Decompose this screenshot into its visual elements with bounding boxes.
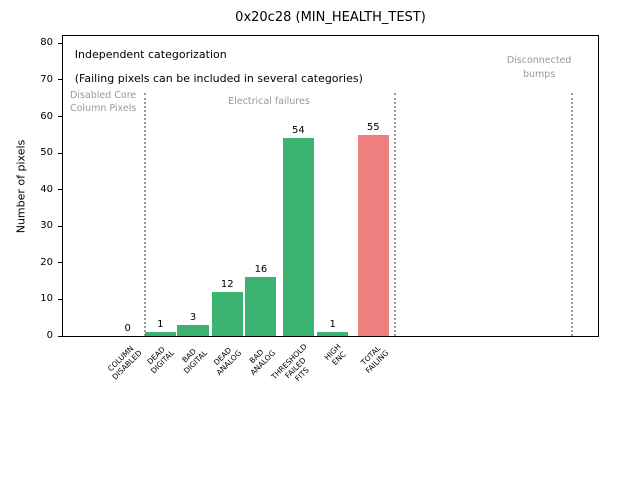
y-tick-label: 50 — [40, 147, 53, 159]
y-tick-label: 80 — [40, 37, 53, 49]
x-axis-labels: COLUMN DISABLED DEAD DIGITAL BAD DIGITAL DE… — [62, 340, 599, 410]
section-divider-line — [571, 93, 574, 336]
bar — [177, 325, 209, 336]
annotation: Disconnected bumps — [506, 55, 572, 80]
x-tick-label: TOTAL FAILING — [358, 343, 391, 376]
annotation: Disabled Core Column Pixels — [69, 89, 137, 115]
chart-title: 0x20c28 (MIN_HEALTH_TEST) — [235, 10, 426, 25]
bar-value-label: 16 — [254, 264, 268, 276]
y-tick-mark — [58, 79, 62, 81]
section-divider-line — [394, 93, 397, 336]
y-tick-label: 60 — [40, 110, 53, 122]
y-tick-mark — [58, 152, 62, 154]
bar — [211, 292, 243, 336]
bar — [317, 332, 349, 336]
y-tick-label: 0 — [46, 330, 53, 341]
bar-value-label: 0 — [124, 323, 131, 334]
y-tick-mark — [58, 335, 62, 337]
bar-value-label: 55 — [366, 121, 380, 133]
bar — [357, 134, 389, 336]
bar — [245, 277, 277, 336]
bar-value-label: 3 — [189, 312, 197, 324]
bar — [144, 332, 176, 336]
y-tick-label: 10 — [40, 293, 53, 305]
section-divider-line — [143, 93, 146, 336]
x-tick-label: BAD DIGITAL — [180, 346, 210, 376]
y-tick-mark — [58, 42, 62, 44]
x-tick-label: DEAD DIGITAL — [145, 344, 177, 376]
bar-value-label: 1 — [157, 319, 164, 331]
bar-value-label: 12 — [220, 279, 234, 291]
y-tick-label: 20 — [40, 256, 53, 268]
annotation: Electrical failures — [228, 95, 310, 107]
annotation: Independent categorization — [74, 47, 227, 61]
x-tick-label: HIGH ENC — [322, 342, 349, 368]
y-tick-mark — [58, 225, 62, 227]
x-tick-label: COLUMN DISABLED — [106, 343, 144, 382]
bar-value-label: 1 — [329, 319, 336, 331]
x-tick-label: DEAD ANALOG — [212, 345, 244, 378]
y-tick-label: 30 — [40, 220, 53, 232]
annotation: (Failing pixels can be included in sever… — [74, 71, 363, 85]
x-tick-label: THRESHOLD FAILED FITS — [269, 342, 311, 384]
y-tick-mark — [58, 298, 62, 300]
y-tick-mark — [58, 189, 62, 191]
bar-value-label: 54 — [292, 125, 305, 137]
plot-area: 0 10 20 30 40 50 60 70 80 0 1 3 12 16 54 1 55 Independent… — [40, 35, 599, 341]
y-tick-label: 70 — [40, 73, 53, 85]
y-tick-mark — [58, 262, 62, 264]
y-tick-mark — [58, 116, 62, 117]
y-tick-label: 40 — [40, 183, 53, 195]
bar — [282, 138, 314, 336]
